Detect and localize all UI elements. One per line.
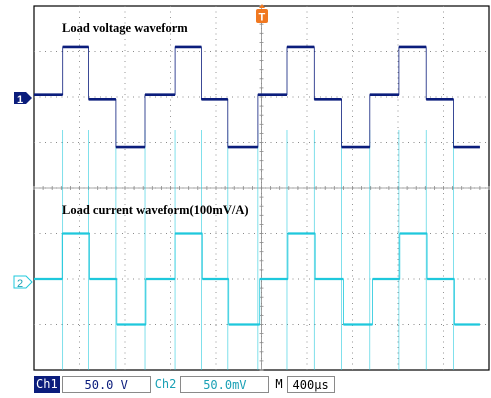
ch1-marker-label: 1 — [17, 94, 23, 106]
ch1-marker[interactable]: 1 — [14, 92, 32, 106]
timebase-value[interactable]: 400µs — [286, 376, 335, 393]
ch2-tag[interactable]: Ch2 — [154, 377, 177, 391]
ch2-scale[interactable]: 50.0mV — [180, 376, 270, 393]
ch2-marker[interactable]: 2 — [13, 275, 33, 290]
trigger-marker[interactable]: T — [256, 4, 268, 24]
waveform-traces — [34, 45, 480, 326]
ch1-tag[interactable]: Ch1 — [34, 376, 60, 393]
graticule — [33, 5, 490, 371]
trace-edges — [34, 233, 480, 325]
status-bar: Ch1 50.0 V Ch2 50.0mV M 400µs — [34, 376, 335, 394]
trace-edges — [34, 46, 480, 148]
mode-label: M — [275, 377, 283, 391]
ch2-marker-label: 2 — [17, 278, 23, 290]
ch1-scale[interactable]: 50.0 V — [61, 376, 151, 393]
voltage-label: Load voltage waveform — [62, 21, 188, 35]
current-label: Load current waveform(100mV/A) — [62, 203, 249, 217]
trigger-marker-label: T — [259, 12, 266, 24]
